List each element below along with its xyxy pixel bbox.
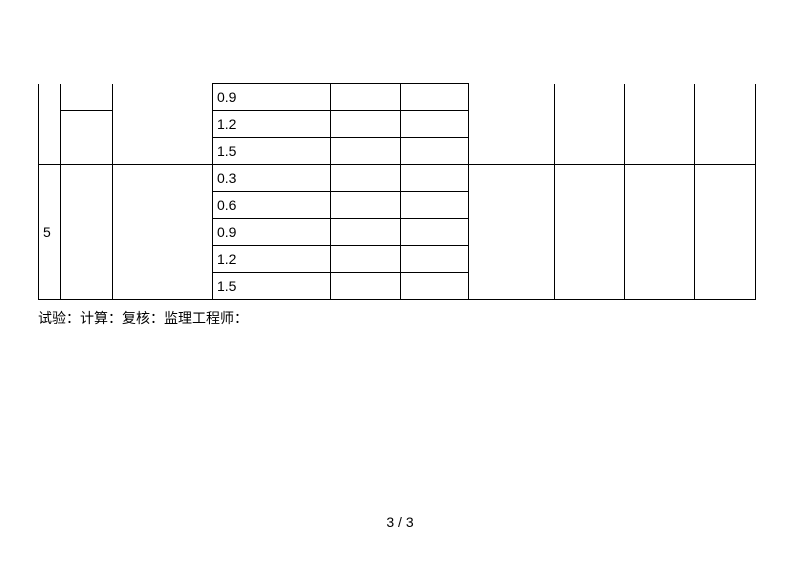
value-cell: 1.5 [213, 138, 331, 165]
table-row: 5 0.3 [39, 165, 756, 192]
page-number: 3 / 3 [0, 514, 800, 530]
value-cell: 0.3 [213, 165, 331, 192]
table-row: 0.9 [39, 84, 756, 111]
value-cell: 1.2 [213, 111, 331, 138]
signature-line: 试验：计算：复核：监理工程师： [38, 308, 248, 328]
value-cell: 1.2 [213, 246, 331, 273]
value-cell: 0.9 [213, 84, 331, 111]
value-cell: 0.9 [213, 219, 331, 246]
value-cell: 0.6 [213, 192, 331, 219]
group-label: 5 [39, 165, 61, 300]
value-cell: 1.5 [213, 273, 331, 300]
data-table: 0.9 1.2 1.5 5 0.3 0.6 0.9 1.2 1.5 [38, 83, 755, 300]
